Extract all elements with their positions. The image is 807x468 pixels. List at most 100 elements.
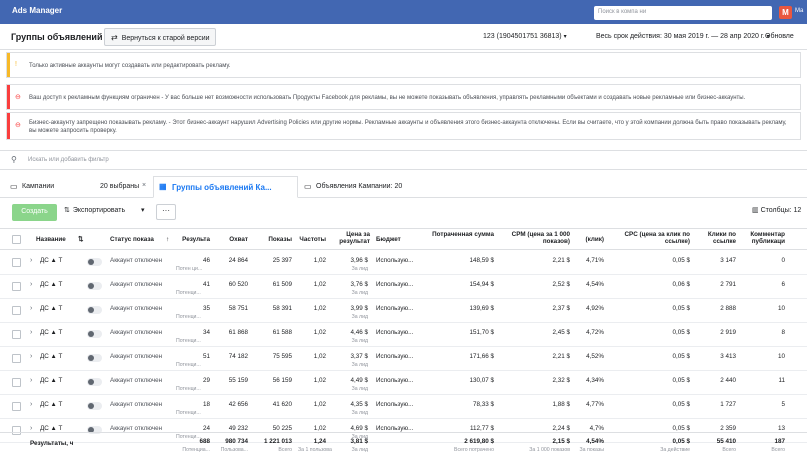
status-toggle[interactable] bbox=[87, 354, 102, 362]
status-toggle[interactable] bbox=[87, 402, 102, 410]
chevron-down-icon[interactable]: ▾ bbox=[141, 207, 145, 214]
row-checkbox[interactable] bbox=[12, 378, 21, 387]
chevron-right-icon[interactable]: › bbox=[30, 281, 33, 288]
cell-ctr: 4,7% bbox=[589, 425, 604, 432]
cell-freq: 1,02 bbox=[313, 353, 326, 360]
banner-text[interactable]: Бизнес-аккаунту запрещено показывать рек… bbox=[29, 120, 787, 134]
row-checkbox[interactable] bbox=[12, 402, 21, 411]
app-title[interactable]: Ads Manager bbox=[12, 6, 63, 15]
row-checkbox[interactable] bbox=[12, 258, 21, 267]
col-reach[interactable]: Охват bbox=[229, 236, 248, 243]
table-row[interactable]: › ДС ▲ Т Аккаунт отключен 34 61 868 61 588 1,0… bbox=[0, 323, 807, 347]
table-row[interactable]: › ДС ▲ Т Аккаунт отключен 24 49 232 50 225 1,0… bbox=[0, 419, 807, 443]
row-name[interactable]: ДС ▲ Т bbox=[40, 401, 63, 408]
avatar[interactable]: M bbox=[779, 6, 792, 19]
row-name[interactable]: ДС ▲ Т bbox=[40, 281, 63, 288]
table-row[interactable]: › ДС ▲ Т Аккаунт отключен 18 42 656 41 620 1,0… bbox=[0, 395, 807, 419]
tab-adsets[interactable]: ▦ Группы объявлений Ка... bbox=[153, 176, 298, 198]
total-cpm-sub: За 1 000 показов bbox=[529, 447, 570, 453]
chevron-right-icon[interactable]: › bbox=[30, 353, 33, 360]
filter-bar[interactable]: ⚲ Искать или добавить фильтр bbox=[0, 150, 807, 170]
chevron-right-icon[interactable]: › bbox=[30, 305, 33, 312]
table-row[interactable]: › ДС ▲ Т Аккаунт отключен 51 74 182 75 595 1,0… bbox=[0, 347, 807, 371]
status-toggle[interactable] bbox=[87, 282, 102, 290]
row-name[interactable]: ДС ▲ Т bbox=[40, 257, 63, 264]
date-range-selector[interactable]: Весь срок действия: 30 мая 2019 г. — 28 … bbox=[596, 33, 770, 40]
total-frequency: 1,24 bbox=[313, 438, 326, 445]
columns-button[interactable]: ▥ Столбцы: 12 bbox=[752, 206, 801, 214]
col-sort-icon[interactable]: ⇅ bbox=[78, 236, 84, 243]
error-bar bbox=[7, 113, 10, 139]
col-frequency[interactable]: Частоты bbox=[299, 236, 326, 243]
filter-input[interactable]: Искать или добавить фильтр bbox=[28, 157, 109, 163]
tab-ads[interactable]: ▭ Объявления Кампании: 20 bbox=[300, 176, 445, 198]
user-name[interactable]: Ma bbox=[795, 8, 804, 14]
row-name[interactable]: ДС ▲ Т bbox=[40, 353, 63, 360]
total-cpc-sub: За действие bbox=[660, 447, 690, 453]
col-name[interactable]: Название bbox=[36, 236, 66, 243]
cell-cpc: 0,05 $ bbox=[672, 257, 690, 264]
row-checkbox[interactable] bbox=[12, 354, 21, 363]
row-name[interactable]: ДС ▲ Т bbox=[40, 329, 63, 336]
col-amount-spent[interactable]: Потраченная сумма bbox=[432, 231, 494, 238]
results-sub: Потен ци... bbox=[176, 266, 203, 272]
row-checkbox[interactable] bbox=[12, 330, 21, 339]
col-link-clicks[interactable]: Клики по ссылке bbox=[707, 231, 736, 245]
col-comments[interactable]: Комментар публикаци bbox=[750, 231, 785, 245]
row-name[interactable]: ДС ▲ Т bbox=[40, 425, 63, 432]
table-row[interactable]: › ДС ▲ Т Аккаунт отключен 35 58 751 58 391 1,0… bbox=[0, 299, 807, 323]
col-cost-per-result[interactable]: Цена за результат bbox=[339, 231, 370, 245]
status-toggle[interactable] bbox=[87, 426, 102, 434]
status-toggle[interactable] bbox=[87, 258, 102, 266]
create-button[interactable]: Создать bbox=[12, 204, 57, 221]
cell-results: 18 bbox=[202, 401, 210, 408]
col-cpc[interactable]: CPC (цена за клик по ссылке) bbox=[624, 231, 690, 245]
search-input[interactable]: Поиск в компа ни bbox=[594, 6, 772, 20]
col-budget[interactable]: Бюджет bbox=[376, 236, 401, 243]
cell-clicks: 3 413 bbox=[720, 353, 736, 360]
col-impressions[interactable]: Показы bbox=[268, 236, 292, 243]
select-all-checkbox[interactable] bbox=[12, 235, 21, 244]
results-sub: Потенци... bbox=[176, 338, 201, 344]
row-checkbox[interactable] bbox=[12, 306, 21, 315]
cell-budget: Использую... bbox=[376, 401, 414, 408]
table-row[interactable]: › ДС ▲ Т Аккаунт отключен 41 60 520 61 509 1,0… bbox=[0, 275, 807, 299]
cell-reach: 61 868 bbox=[228, 329, 248, 336]
chevron-right-icon[interactable]: › bbox=[30, 401, 33, 408]
account-selector[interactable]: 123 (1904501751 36813) ▾ bbox=[483, 33, 567, 40]
status-toggle[interactable] bbox=[87, 306, 102, 314]
close-icon[interactable]: × bbox=[142, 182, 147, 189]
export-button[interactable]: ⇅ Экспортировать bbox=[64, 206, 125, 214]
cell-spent: 112,77 $ bbox=[469, 425, 494, 432]
status-toggle[interactable] bbox=[87, 330, 102, 338]
row-name[interactable]: ДС ▲ Т bbox=[40, 305, 63, 312]
sort-asc-icon[interactable]: ↑ bbox=[166, 236, 170, 243]
delivery-status: Аккаунт отключен bbox=[110, 401, 163, 408]
chevron-right-icon[interactable]: › bbox=[30, 377, 33, 384]
total-cpc: 0,05 $ bbox=[672, 438, 690, 445]
col-cpm[interactable]: CPM (цена за 1 000 показов) bbox=[511, 231, 570, 245]
row-checkbox[interactable] bbox=[12, 426, 21, 435]
table-row[interactable]: › ДС ▲ Т Аккаунт отключен 29 55 159 56 159 1,0… bbox=[0, 371, 807, 395]
more-button[interactable]: ··· bbox=[156, 204, 176, 220]
search-icon: ⚲ bbox=[11, 155, 17, 164]
chevron-right-icon[interactable]: › bbox=[30, 329, 33, 336]
col-results[interactable]: Результа bbox=[182, 236, 210, 243]
results-sub: Потенци... bbox=[176, 410, 201, 416]
row-name[interactable]: ДС ▲ Т bbox=[40, 377, 63, 384]
update-button[interactable]: Обновле bbox=[765, 33, 794, 40]
cell-spent: 148,59 $ bbox=[469, 257, 494, 264]
chevron-right-icon[interactable]: › bbox=[30, 425, 33, 432]
tab-campaigns[interactable]: ▭ Кампании 20 выбраны × bbox=[6, 176, 152, 198]
cell-budget: Использую... bbox=[376, 305, 414, 312]
row-checkbox[interactable] bbox=[12, 282, 21, 291]
chevron-right-icon[interactable]: › bbox=[30, 257, 33, 264]
cell-spent: 154,94 $ bbox=[469, 281, 494, 288]
cell-impressions: 25 397 bbox=[272, 257, 292, 264]
col-status[interactable]: Статус показа bbox=[110, 236, 154, 243]
cell-reach: 60 520 bbox=[228, 281, 248, 288]
status-toggle[interactable] bbox=[87, 378, 102, 386]
back-to-old-version-button[interactable]: ⇄ Вернуться к старой версии bbox=[104, 28, 216, 46]
col-ctr[interactable]: (клик) bbox=[585, 236, 604, 243]
table-row[interactable]: › ДС ▲ Т Аккаунт отключен 46 24 864 25 397 1,0… bbox=[0, 251, 807, 275]
